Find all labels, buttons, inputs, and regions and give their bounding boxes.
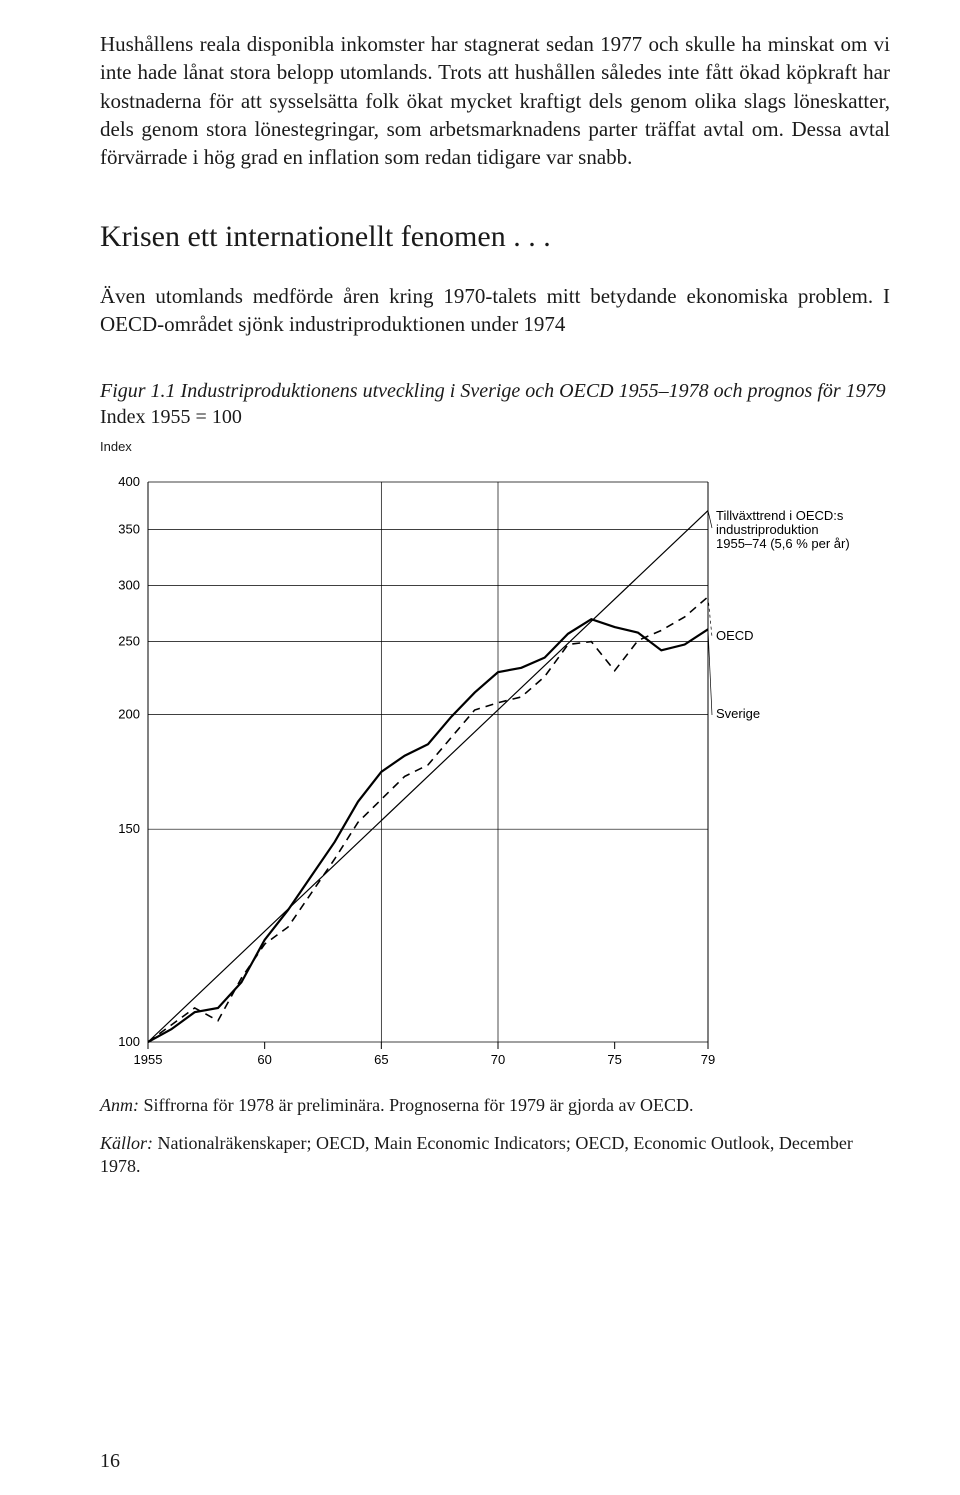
svg-text:Tillväxttrend i OECD:s: Tillväxttrend i OECD:s: [716, 508, 844, 523]
note-anm-text: Siffrorna för 1978 är preliminära. Progn…: [139, 1095, 694, 1115]
paragraph-1: Hushållens reala disponibla inkomster ha…: [100, 30, 890, 172]
note-kallor-label: Källor:: [100, 1133, 153, 1153]
page: Hushållens reala disponibla inkomster ha…: [0, 0, 960, 1495]
svg-text:65: 65: [374, 1052, 388, 1067]
page-number: 16: [100, 1450, 120, 1473]
svg-text:OECD: OECD: [716, 628, 754, 643]
svg-text:400: 400: [118, 474, 140, 489]
figure-chart: 100 150 200 250 300 350 400 1955 60 65 70 75 79 Tillv…: [100, 460, 890, 1080]
svg-text:Sverige: Sverige: [716, 706, 760, 721]
figure-subcaption: Index 1955 = 100: [100, 406, 890, 429]
svg-text:1955: 1955: [134, 1052, 163, 1067]
chart-svg: 100 150 200 250 300 350 400 1955 60 65 70 75 79 Tillv…: [100, 460, 890, 1080]
note-anm-label: Anm:: [100, 1095, 139, 1115]
figure-caption: Figur 1.1 Industriproduktionens utveckli…: [100, 378, 890, 404]
svg-text:75: 75: [607, 1052, 621, 1067]
svg-text:100: 100: [118, 1034, 140, 1049]
svg-text:150: 150: [118, 822, 140, 837]
svg-text:350: 350: [118, 522, 140, 537]
svg-text:60: 60: [257, 1052, 271, 1067]
figure-note-anm: Anm: Siffrorna för 1978 är preliminära. …: [100, 1094, 890, 1117]
svg-text:70: 70: [491, 1052, 505, 1067]
section-heading: Krisen ett internationellt fenomen . . .: [100, 220, 890, 254]
svg-text:250: 250: [118, 634, 140, 649]
note-kallor-text: Nationalräkenskaper; OECD, Main Economic…: [100, 1133, 853, 1176]
figure-note-kallor: Källor: Nationalräkenskaper; OECD, Main …: [100, 1132, 890, 1179]
y-axis-title: Index: [100, 439, 890, 454]
svg-text:industriproduktion: industriproduktion: [716, 522, 819, 537]
svg-text:1955–74 (5,6 % per år): 1955–74 (5,6 % per år): [716, 536, 850, 551]
svg-text:300: 300: [118, 578, 140, 593]
svg-text:200: 200: [118, 707, 140, 722]
paragraph-2: Även utomlands medförde åren kring 1970-…: [100, 282, 890, 339]
svg-text:79: 79: [701, 1052, 715, 1067]
